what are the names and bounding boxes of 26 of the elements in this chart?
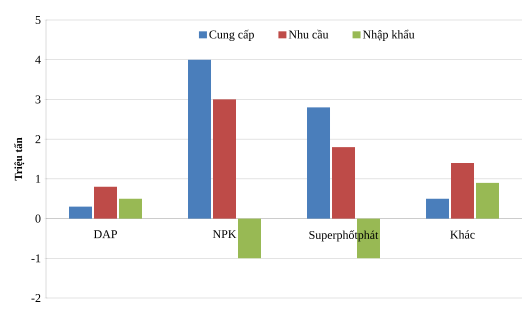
y-tick-label: 1 — [36, 174, 40, 183]
bar — [69, 206, 92, 219]
y-tick-label: 4 — [35, 56, 41, 64]
y-tick-label: 3 — [36, 95, 41, 104]
x-tick-label: Khác — [450, 230, 475, 239]
bar — [307, 107, 330, 219]
y-tick-label: -1 — [31, 254, 40, 262]
legend-label: Nhu cầu — [288, 30, 328, 39]
bar — [332, 147, 356, 219]
x-tick-label: DAP — [94, 230, 117, 238]
bar — [118, 198, 142, 219]
bar — [476, 182, 499, 219]
bar — [94, 186, 117, 219]
legend-label: Cung cấp — [209, 30, 254, 41]
bar — [426, 198, 450, 219]
legend-label: Nhập khẩu — [362, 30, 414, 41]
bar — [188, 60, 212, 219]
y-axis-title: Triệu tấn — [14, 138, 24, 180]
bar — [238, 218, 261, 258]
y-tick-label: 2 — [36, 135, 40, 144]
bar — [213, 99, 236, 219]
bar — [451, 162, 474, 219]
y-tick-label: 5 — [36, 16, 41, 24]
y-tick-label: -2 — [31, 294, 40, 302]
y-tick-label: 0 — [35, 214, 41, 223]
x-tick-label: NPK — [212, 230, 236, 238]
